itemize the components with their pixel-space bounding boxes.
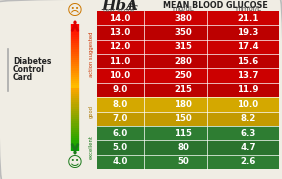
Text: 8.2: 8.2 <box>240 114 256 123</box>
Text: 80: 80 <box>177 143 189 152</box>
Text: 4.0: 4.0 <box>112 157 128 166</box>
Bar <box>97 83 279 97</box>
Bar <box>97 25 279 40</box>
Bar <box>97 11 279 25</box>
Text: 380: 380 <box>174 14 192 23</box>
Text: 180: 180 <box>174 100 192 109</box>
Text: 14.0: 14.0 <box>109 14 131 23</box>
Bar <box>97 140 279 155</box>
Text: 9.0: 9.0 <box>112 86 128 95</box>
Text: 19.3: 19.3 <box>237 28 259 37</box>
Text: 21.1: 21.1 <box>237 14 259 23</box>
Text: 13.7: 13.7 <box>237 71 259 80</box>
Bar <box>97 40 279 54</box>
Text: 5.0: 5.0 <box>113 143 127 152</box>
Text: 1c: 1c <box>126 4 138 13</box>
Bar <box>97 54 279 68</box>
Bar <box>97 112 279 126</box>
Text: Card: Card <box>13 72 33 81</box>
Bar <box>97 0 279 11</box>
Text: 15.6: 15.6 <box>237 57 259 66</box>
Bar <box>97 140 279 155</box>
Text: 150: 150 <box>174 114 192 123</box>
Text: ☺: ☺ <box>67 156 83 171</box>
Text: 315: 315 <box>174 42 192 51</box>
Text: 7.0: 7.0 <box>112 114 128 123</box>
Text: 280: 280 <box>174 57 192 66</box>
Bar <box>97 97 279 112</box>
Text: 10.0: 10.0 <box>237 100 259 109</box>
Text: ☹: ☹ <box>67 4 83 18</box>
Text: good: good <box>89 105 94 118</box>
Text: 13.0: 13.0 <box>109 28 131 37</box>
Bar <box>97 112 279 126</box>
Text: HbA: HbA <box>101 0 138 13</box>
Text: 8.0: 8.0 <box>112 100 128 109</box>
Bar <box>97 126 279 140</box>
Text: 12.0: 12.0 <box>109 42 131 51</box>
Text: 6.0: 6.0 <box>112 129 128 138</box>
Text: 115: 115 <box>174 129 192 138</box>
Bar <box>97 54 279 68</box>
Text: 11.0: 11.0 <box>109 57 131 66</box>
Bar <box>97 155 279 169</box>
Text: 6.3: 6.3 <box>240 129 256 138</box>
Text: 4.7: 4.7 <box>240 143 256 152</box>
Text: 10.0: 10.0 <box>109 71 131 80</box>
Text: action suggested: action suggested <box>89 31 94 77</box>
Text: mmol/L: mmol/L <box>235 6 261 13</box>
Text: 17.4: 17.4 <box>237 42 259 51</box>
Text: 250: 250 <box>174 71 192 80</box>
Text: Control: Control <box>13 64 45 74</box>
Text: mg/dL: mg/dL <box>172 6 194 13</box>
Text: 11.9: 11.9 <box>237 86 259 95</box>
Bar <box>97 83 279 97</box>
Text: test score: test score <box>103 8 134 13</box>
Bar <box>97 68 279 83</box>
Text: Diabetes: Diabetes <box>13 57 51 66</box>
Text: 215: 215 <box>174 86 192 95</box>
Text: 50: 50 <box>177 157 189 166</box>
Bar <box>97 25 279 40</box>
Text: excellent: excellent <box>89 136 94 159</box>
Text: 350: 350 <box>174 28 192 37</box>
Text: MEAN BLOOD GLUCOSE: MEAN BLOOD GLUCOSE <box>163 1 267 9</box>
Text: 2.6: 2.6 <box>240 157 256 166</box>
